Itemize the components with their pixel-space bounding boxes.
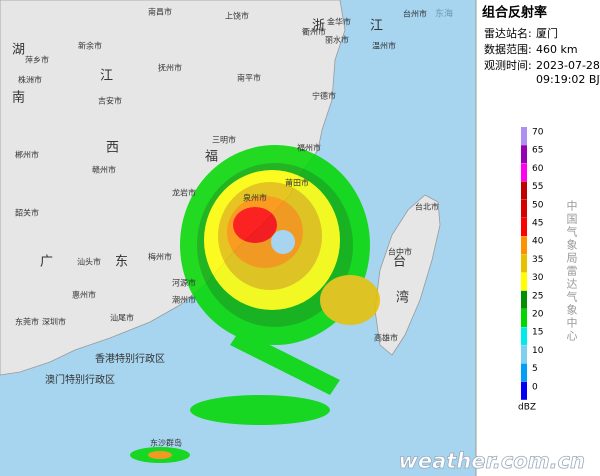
map-label: 台中市 <box>388 247 412 257</box>
map-label: 福 <box>205 150 218 165</box>
legend-value: 40 <box>532 237 544 247</box>
map-label: 梅州市 <box>148 252 172 262</box>
map-label: 高雄市 <box>374 333 398 343</box>
date: 2023-07-28 <box>536 59 600 72</box>
map-label: 台北市 <box>415 202 439 212</box>
map-label: 汕头市 <box>77 257 101 267</box>
map-label: 广 <box>40 255 53 270</box>
unit: dBZ <box>518 403 536 413</box>
radar-echo <box>130 145 380 463</box>
legend-swatch <box>521 199 527 218</box>
range: 460 km <box>536 43 578 56</box>
agency: 中国气象局雷达气象中心 <box>565 200 578 343</box>
map-label: 潮州市 <box>172 295 196 305</box>
map-label: 宁德市 <box>312 91 336 101</box>
legend-value: 70 <box>532 128 544 138</box>
map-label: 河源市 <box>172 278 196 288</box>
legend-swatch <box>521 272 527 291</box>
map-label: 东沙群岛 <box>150 438 182 448</box>
legend-swatch <box>521 236 527 255</box>
map-label: 台 <box>393 255 406 270</box>
map-label: 南平市 <box>237 73 261 83</box>
legend-value: 60 <box>532 164 544 174</box>
legend-swatch <box>521 381 527 400</box>
map-label: 澳门特别行政区 <box>45 373 115 386</box>
legend-swatch <box>521 127 527 145</box>
map-label: 西 <box>106 141 119 156</box>
map-label: 吉安市 <box>98 96 122 106</box>
legend-swatch <box>521 309 527 327</box>
watermark: weather.com.cn <box>398 449 585 473</box>
legend-value: 10 <box>532 346 544 356</box>
legend-value: 5 <box>532 364 538 374</box>
map-label: 香港特别行政区 <box>95 352 165 365</box>
map-label: 湖 <box>12 43 25 58</box>
map-label: 丽水市 <box>325 35 349 45</box>
map-label: 东 <box>115 255 128 270</box>
map-label: 金华市 <box>327 17 351 27</box>
panel-title: 组合反射率 <box>482 5 547 21</box>
map-label: 江 <box>370 19 383 34</box>
map-label: 汕尾市 <box>110 313 134 323</box>
map-label: 衢州市 <box>302 27 326 37</box>
map-label: 湾 <box>396 290 409 306</box>
legend-swatch <box>521 327 527 346</box>
map-labels: 东海浙 江湖南江西福广东台湾南昌市 上饶市衢州市金华市丽水市温州市台州市萍乡市新余市… <box>12 7 453 448</box>
time-label: 观测时间: <box>484 59 532 72</box>
station: 厦门 <box>536 26 558 40</box>
station-label: 雷达站名: <box>484 26 532 40</box>
legend-swatch <box>521 290 527 309</box>
map-label: 泉州市 <box>243 193 267 203</box>
panel <box>476 0 600 476</box>
legend-swatch <box>521 345 527 364</box>
map-label: 福州市 <box>297 143 321 153</box>
legend-value: 0 <box>532 382 538 392</box>
map-label: 温州市 <box>372 41 396 51</box>
legend-value: 50 <box>532 200 544 210</box>
map-label: 南昌市 <box>148 7 172 17</box>
map-label: 韶关市 <box>15 208 39 218</box>
map-label: 惠州市 <box>72 290 96 300</box>
legend-swatch <box>521 218 527 236</box>
legend-swatch <box>521 145 527 164</box>
legend-value: 15 <box>532 328 543 338</box>
map-label: 赣州市 <box>92 165 116 175</box>
legend-value: 25 <box>532 291 543 301</box>
legend-value: 20 <box>532 310 544 320</box>
legend-swatch <box>521 163 527 182</box>
legend-value: 30 <box>532 273 544 283</box>
map-label: 抚州市 <box>158 63 182 73</box>
legend-swatch <box>521 181 527 200</box>
legend-value: 35 <box>532 255 543 265</box>
map-label: 东莞市 <box>15 317 39 327</box>
map-label: 新余市 <box>78 41 102 51</box>
map-label: 南 <box>12 90 25 106</box>
map-label: 浙 <box>312 19 325 34</box>
map-label: 深圳市 <box>42 317 66 327</box>
map-label: 三明市 <box>212 135 236 145</box>
legend-swatch <box>521 254 527 273</box>
map-label: 龙岩市 <box>172 188 196 198</box>
map-label: 上饶市 <box>225 11 249 21</box>
legend-swatch <box>521 363 527 382</box>
map-label: 江 <box>100 69 113 84</box>
map-label: 郴州市 <box>15 150 39 160</box>
map-label: 东海 <box>435 8 453 20</box>
legend-value: 45 <box>532 219 543 229</box>
taiwan <box>374 194 441 356</box>
legend-value: 65 <box>532 146 543 156</box>
map-label: 萍乡市 <box>25 55 49 65</box>
time: 09:19:02 BJT <box>536 73 600 86</box>
map-label: 莆田市 <box>285 178 309 188</box>
legend-value: 55 <box>532 182 543 192</box>
range-label: 数据范围: <box>484 42 532 56</box>
map-label: 株洲市 <box>18 75 42 85</box>
map-label: 台州市 <box>403 9 427 19</box>
